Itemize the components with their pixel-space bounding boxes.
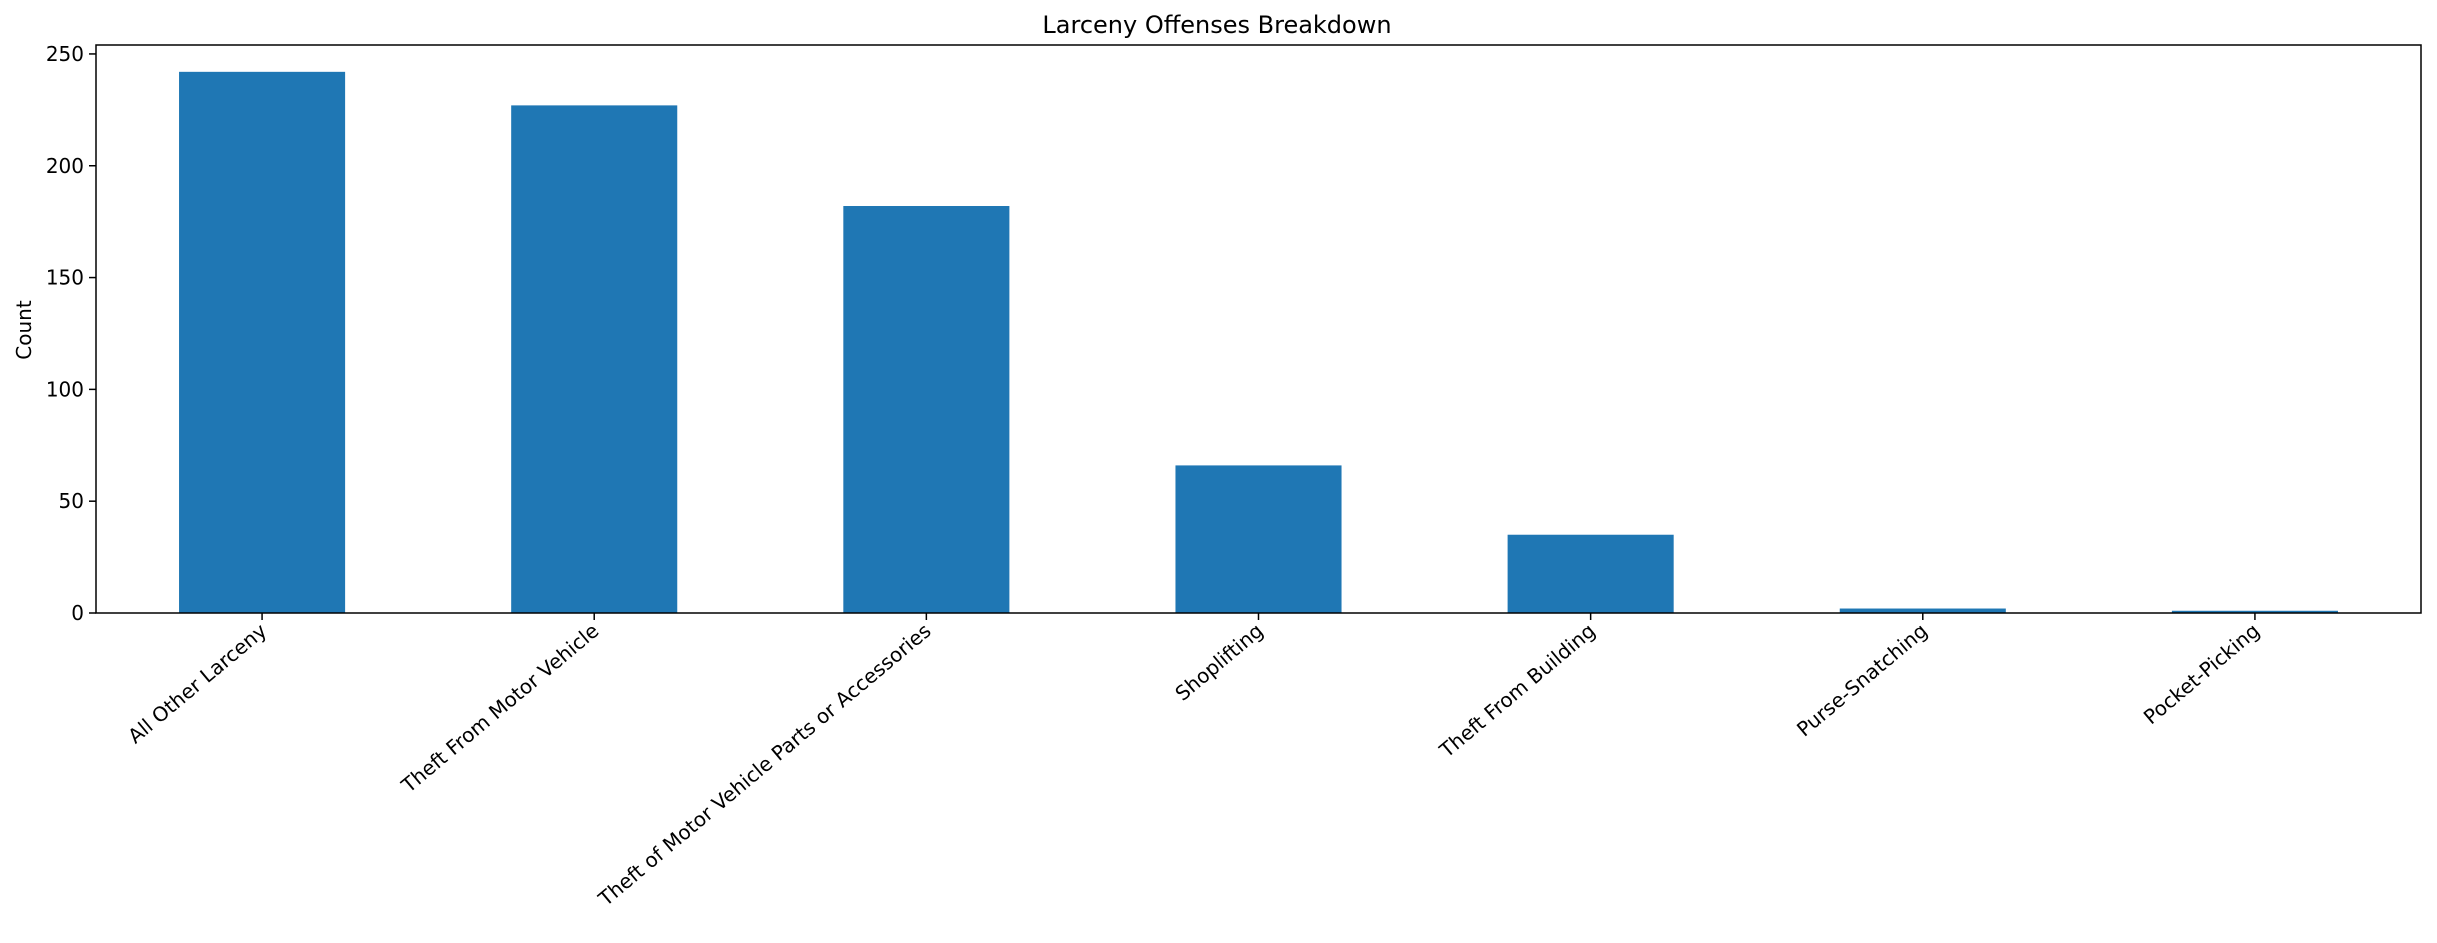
chart-title: Larceny Offenses Breakdown	[1042, 11, 1391, 39]
y-axis: 0 50 100 150 200 250	[46, 42, 96, 625]
bars-group	[179, 71, 2338, 613]
bar-3	[843, 206, 1010, 613]
bar-4	[1175, 465, 1342, 613]
y-tick-label: 50	[59, 489, 84, 513]
bar-2	[511, 105, 678, 613]
y-tick-label: 150	[46, 266, 84, 290]
y-tick-label: 250	[46, 42, 84, 66]
y-tick-label: 0	[71, 601, 84, 625]
y-axis-label: Count	[12, 300, 36, 360]
bar-7	[2171, 610, 2338, 613]
y-tick-label: 200	[46, 154, 84, 178]
bar-6	[1839, 608, 2006, 613]
y-tick-label: 100	[46, 377, 84, 401]
plot-frame	[95, 44, 2422, 614]
bar-1	[179, 71, 346, 613]
bar-5	[1507, 534, 1674, 613]
